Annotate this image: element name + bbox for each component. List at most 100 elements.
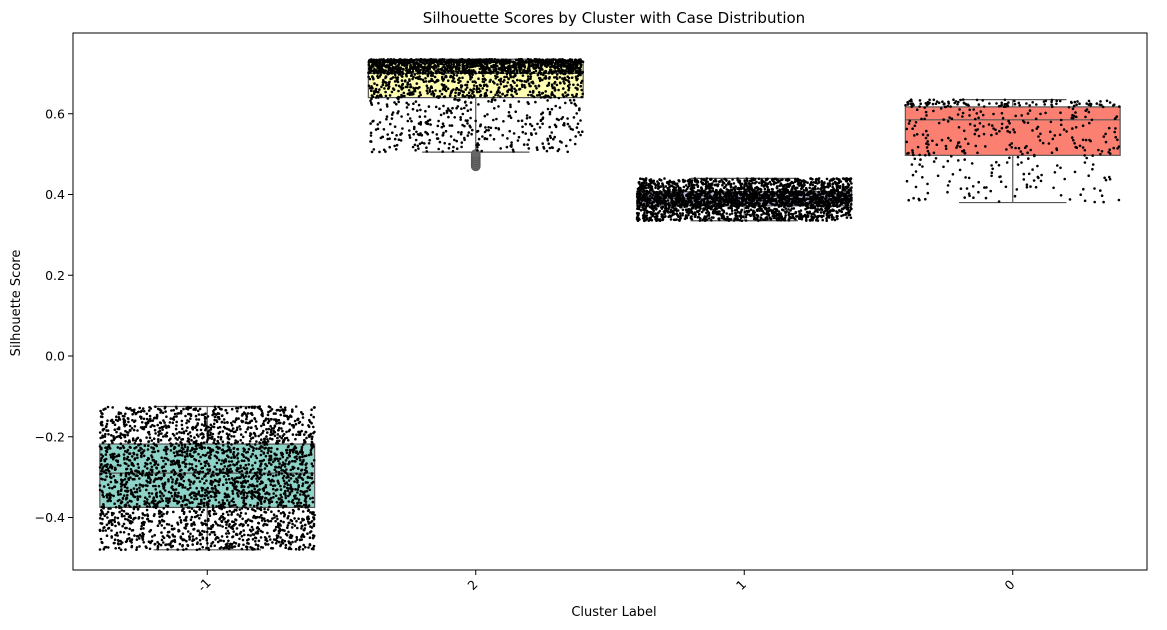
case-point xyxy=(118,504,121,508)
case-point xyxy=(126,493,129,497)
case-point xyxy=(259,536,263,539)
case-point xyxy=(547,58,551,62)
case-point xyxy=(208,512,211,515)
case-point xyxy=(272,412,276,415)
case-point xyxy=(170,470,173,474)
case-point xyxy=(190,439,193,442)
case-point xyxy=(544,90,547,93)
case-point xyxy=(147,444,150,448)
case-point xyxy=(135,488,139,491)
case-point xyxy=(225,546,229,550)
case-point xyxy=(178,436,181,439)
case-point xyxy=(102,485,106,488)
case-point xyxy=(193,474,197,478)
case-point xyxy=(127,532,131,536)
case-point xyxy=(222,418,226,421)
case-point xyxy=(235,410,239,413)
case-point xyxy=(416,109,419,112)
case-point xyxy=(284,414,287,418)
case-point xyxy=(153,533,156,537)
case-point xyxy=(425,146,428,149)
case-point xyxy=(134,484,138,487)
case-point xyxy=(145,436,148,439)
case-point xyxy=(272,427,276,430)
case-point xyxy=(414,76,418,80)
case-point xyxy=(288,451,292,455)
case-point xyxy=(248,483,252,487)
case-point xyxy=(157,484,161,488)
case-point xyxy=(145,505,149,508)
case-point xyxy=(442,86,446,89)
case-point xyxy=(106,448,109,451)
case-point xyxy=(126,417,130,420)
case-point xyxy=(262,487,266,490)
case-point xyxy=(388,145,392,149)
case-point xyxy=(277,473,281,476)
case-point xyxy=(251,476,254,479)
case-point xyxy=(289,477,293,480)
case-point xyxy=(98,466,102,469)
case-point xyxy=(156,545,160,549)
case-point xyxy=(291,540,294,544)
case-point xyxy=(181,532,185,535)
case-point xyxy=(431,79,434,82)
case-point xyxy=(154,473,158,477)
case-point xyxy=(479,84,483,87)
case-point xyxy=(227,495,231,498)
case-point xyxy=(227,532,231,535)
case-point xyxy=(209,428,213,431)
case-point xyxy=(205,523,208,527)
case-point xyxy=(153,513,156,516)
case-point xyxy=(471,128,474,132)
case-point xyxy=(386,105,389,108)
case-point xyxy=(565,70,568,73)
case-point xyxy=(139,527,143,531)
case-point xyxy=(169,476,173,479)
case-point xyxy=(268,458,272,462)
case-point xyxy=(249,546,252,549)
case-point xyxy=(517,100,521,103)
case-point xyxy=(310,473,314,477)
case-point xyxy=(133,490,137,494)
case-point xyxy=(474,119,478,123)
case-point xyxy=(247,542,250,545)
case-point xyxy=(208,533,212,536)
case-point xyxy=(489,126,493,130)
case-point xyxy=(127,420,130,424)
case-point xyxy=(164,446,167,449)
case-point xyxy=(212,441,215,445)
case-point xyxy=(103,514,106,518)
case-point xyxy=(188,467,192,470)
case-point xyxy=(161,484,165,488)
case-point xyxy=(461,123,464,127)
case-point xyxy=(397,100,401,104)
case-point xyxy=(277,465,281,469)
case-point xyxy=(401,83,404,87)
case-point xyxy=(574,75,578,79)
case-point xyxy=(378,150,381,154)
case-point xyxy=(174,436,177,440)
case-point xyxy=(538,78,542,81)
case-point xyxy=(102,495,105,499)
case-point xyxy=(256,530,260,533)
case-point xyxy=(254,425,257,428)
case-point xyxy=(134,439,137,443)
case-point xyxy=(120,514,124,518)
case-point xyxy=(200,521,203,525)
case-point xyxy=(404,66,408,70)
case-point xyxy=(181,508,184,511)
case-point xyxy=(251,533,255,536)
case-point xyxy=(469,65,473,69)
case-point xyxy=(176,438,179,441)
case-point xyxy=(467,131,471,134)
case-point xyxy=(304,430,308,434)
case-point xyxy=(245,492,249,495)
case-point xyxy=(114,418,118,422)
case-point xyxy=(283,514,286,518)
case-point xyxy=(239,466,242,470)
case-point xyxy=(247,463,250,466)
case-point xyxy=(106,405,110,409)
case-point xyxy=(414,149,417,152)
case-point xyxy=(158,520,162,524)
case-point xyxy=(239,433,243,436)
